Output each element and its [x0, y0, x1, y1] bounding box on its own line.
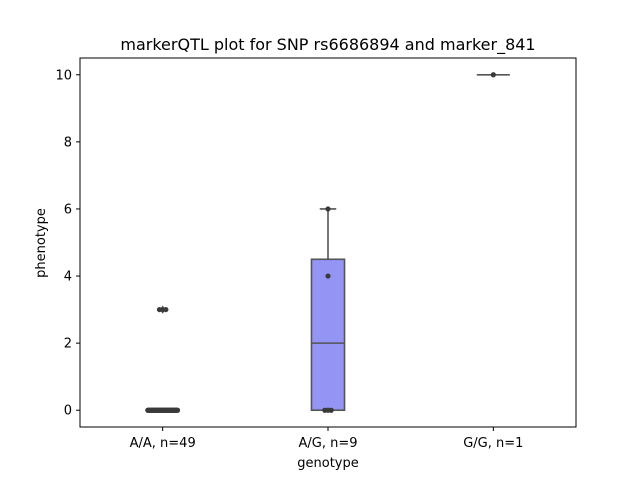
y-tick-label: 8 — [64, 135, 72, 150]
x-tick-label: A/A, n=49 — [130, 436, 196, 451]
data-point — [490, 72, 496, 78]
strip-points — [145, 306, 181, 413]
x-tick-label: G/G, n=1 — [463, 436, 523, 451]
plot-area — [145, 72, 510, 413]
strip-points — [490, 72, 496, 78]
data-point — [325, 206, 331, 212]
x-tick-label: A/G, n=9 — [298, 436, 357, 451]
data-point — [174, 407, 181, 413]
y-axis-title: phenotype — [34, 208, 49, 278]
y-tick-label: 10 — [55, 68, 72, 83]
data-point — [325, 273, 331, 279]
box — [310, 258, 346, 412]
chart-title: markerQTL plot for SNP rs6686894 and mar… — [120, 35, 535, 55]
y-tick-label: 6 — [64, 202, 72, 217]
box-group — [310, 208, 346, 412]
x-axis: A/A, n=49 A/G, n=9 G/G, n=1 — [130, 427, 523, 451]
box-group — [146, 305, 180, 412]
y-axis: 0 2 4 6 8 10 — [55, 68, 80, 419]
y-tick-label: 2 — [64, 337, 72, 352]
data-point — [328, 407, 334, 413]
data-point — [163, 306, 169, 313]
y-tick-label: 0 — [64, 404, 72, 419]
y-tick-label: 4 — [64, 270, 72, 285]
strip-points — [322, 206, 334, 413]
x-axis-title: genotype — [297, 456, 358, 471]
